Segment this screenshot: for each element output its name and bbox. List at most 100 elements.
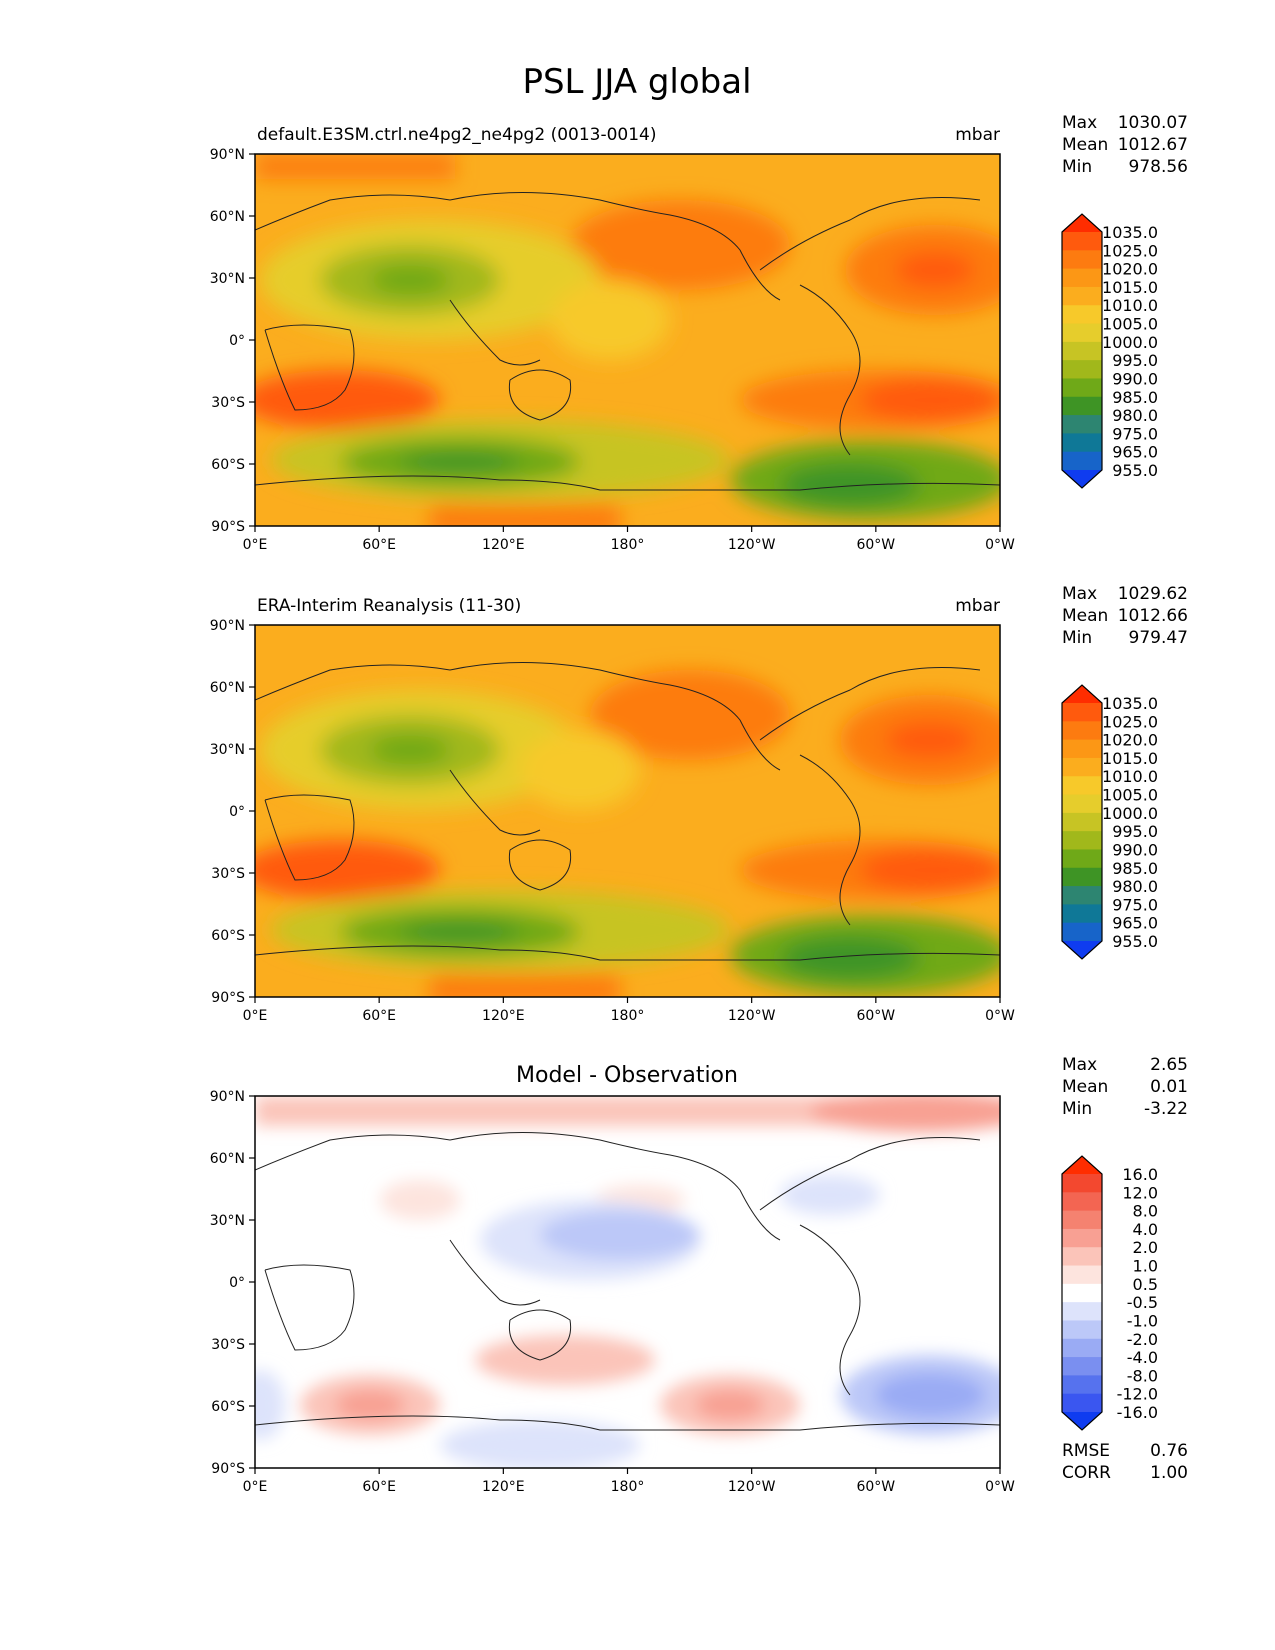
stats-label: Mean: [1062, 606, 1108, 626]
stats-value: 1012.67: [1118, 135, 1188, 155]
colorbar-segment: [1062, 360, 1102, 379]
colorbar-label: 1.0: [1133, 1257, 1158, 1276]
x-tick-label: 0°W: [985, 1479, 1015, 1495]
colorbar-segment: [1062, 703, 1102, 722]
colorbar-label: 1015.0: [1102, 749, 1158, 768]
stats-label: Max: [1062, 113, 1097, 133]
x-tick-label: 180°: [611, 537, 645, 553]
colorbar-segment: [1062, 1283, 1102, 1303]
y-tick-label: 90°S: [211, 1461, 245, 1477]
panel-title: Model - Observation: [516, 1063, 738, 1088]
colorbar-label: 965.0: [1112, 443, 1158, 462]
colorbar-label: 12.0: [1122, 1183, 1158, 1202]
figure-title: PSL JJA global: [522, 62, 751, 102]
y-tick-label: 60°N: [210, 680, 245, 696]
contour-field: [255, 154, 1000, 526]
colorbar-label: -0.5: [1127, 1293, 1158, 1312]
x-axis: 0°E 60°E 120°E 180° 120°W 60°W 0°W: [243, 1468, 1015, 1495]
y-tick-label: 0°: [229, 804, 245, 820]
colorbar-extend-max: [1062, 685, 1102, 703]
x-tick-label: 120°E: [482, 1008, 525, 1024]
colorbar-segment: [1062, 1393, 1102, 1413]
colorbar-label: 975.0: [1112, 424, 1158, 443]
colorbar-segment: [1062, 268, 1102, 288]
colorbar-label: 980.0: [1112, 406, 1158, 425]
stats-label: Mean: [1062, 1077, 1108, 1097]
y-tick-label: 60°N: [210, 1151, 245, 1167]
colorbar-extend-max: [1062, 214, 1102, 232]
colorbar-segment: [1062, 1338, 1102, 1358]
colorbar-label: 1015.0: [1102, 278, 1158, 297]
y-tick-label: 90°S: [211, 990, 245, 1006]
colorbar-segment: [1062, 1375, 1102, 1395]
metric-label: CORR: [1062, 1463, 1111, 1483]
colorbar-label: 985.0: [1112, 859, 1158, 878]
x-tick-label: 120°W: [728, 537, 776, 553]
colorbar-label: 980.0: [1112, 877, 1158, 896]
metrics-block: RMSE 0.76 CORR 1.00: [1062, 1441, 1188, 1483]
colorbar-outline: [1061, 213, 1103, 489]
colorbar-label: 4.0: [1133, 1220, 1158, 1239]
colorbar-label: -8.0: [1127, 1366, 1158, 1385]
metric-value: 0.76: [1150, 1441, 1188, 1461]
stats-value: 0.01: [1150, 1077, 1188, 1097]
colorbar-label: 1005.0: [1102, 315, 1158, 334]
colorbar-segment: [1062, 867, 1102, 887]
colorbar-label: -1.0: [1127, 1311, 1158, 1330]
y-tick-label: 60°S: [211, 457, 245, 473]
x-tick-label: 60°W: [856, 537, 895, 553]
colorbar-label: 1025.0: [1102, 712, 1158, 731]
panel-difference: Model - Observation: [210, 1055, 1188, 1495]
colorbar-label: -12.0: [1117, 1385, 1158, 1404]
colorbar-label: 1005.0: [1102, 786, 1158, 805]
panel-reference: ERA-Interim Reanalysis (11-30) mbar: [210, 584, 1188, 1024]
y-axis: 90°N 60°N 30°N 0° 30°S 60°S 90°S: [210, 618, 255, 1006]
y-axis: 90°N 60°N 30°N 0° 30°S 60°S 90°S: [210, 1089, 255, 1477]
y-tick-label: 60°S: [211, 1399, 245, 1415]
colorbar-segment: [1062, 849, 1102, 869]
x-tick-label: 0°W: [985, 1008, 1015, 1024]
colorbar-segment: [1062, 776, 1102, 796]
contour-field: [255, 625, 1000, 997]
colorbar-label: 1035.0: [1102, 694, 1158, 713]
stats-value: 1029.62: [1118, 584, 1188, 604]
y-tick-label: 30°N: [210, 742, 245, 758]
colorbar-segment: [1062, 341, 1102, 361]
stats-value: 2.65: [1150, 1055, 1188, 1075]
colorbar-label: 2.0: [1133, 1238, 1158, 1257]
y-tick-label: 30°S: [211, 866, 245, 882]
stats-label: Max: [1062, 1055, 1097, 1075]
stats-block: Max 1029.62 Mean 1012.66 Min 979.47: [1062, 584, 1188, 648]
y-axis: 90°N 60°N 30°N 0° 30°S 60°S 90°S: [210, 147, 255, 535]
colorbar-segment: [1062, 232, 1102, 251]
colorbar-segment: [1062, 250, 1102, 270]
colorbar-extend-min: [1062, 1412, 1102, 1430]
colorbar-label: 995.0: [1112, 351, 1158, 370]
stats-label: Min: [1062, 628, 1092, 648]
coastlines: [255, 192, 1000, 491]
panel-units: mbar: [955, 125, 1000, 145]
colorbar-label: 1020.0: [1102, 260, 1158, 279]
colorbar-segment: [1062, 831, 1102, 850]
colorbar-segment: [1062, 1247, 1102, 1267]
colorbar-label: 1035.0: [1102, 223, 1158, 242]
stats-label: Max: [1062, 584, 1097, 604]
y-tick-label: 30°N: [210, 1213, 245, 1229]
colorbar-label: 0.5: [1133, 1275, 1158, 1294]
x-tick-label: 60°W: [856, 1479, 895, 1495]
colorbar-label: 1000.0: [1102, 333, 1158, 352]
y-tick-label: 0°: [229, 333, 245, 349]
colorbar-label: 1010.0: [1102, 296, 1158, 315]
metric-label: RMSE: [1062, 1441, 1110, 1461]
stats-value: -3.22: [1144, 1099, 1188, 1119]
colorbar-label: 1025.0: [1102, 241, 1158, 260]
colorbar-segment: [1062, 721, 1102, 741]
stats-label: Min: [1062, 157, 1092, 177]
colorbar-label: 8.0: [1133, 1202, 1158, 1221]
colorbar-segment: [1062, 1265, 1102, 1285]
colorbar-segment: [1062, 415, 1102, 434]
x-tick-label: 60°E: [362, 537, 396, 553]
y-tick-label: 90°N: [210, 618, 245, 634]
colorbar-label: 985.0: [1112, 388, 1158, 407]
